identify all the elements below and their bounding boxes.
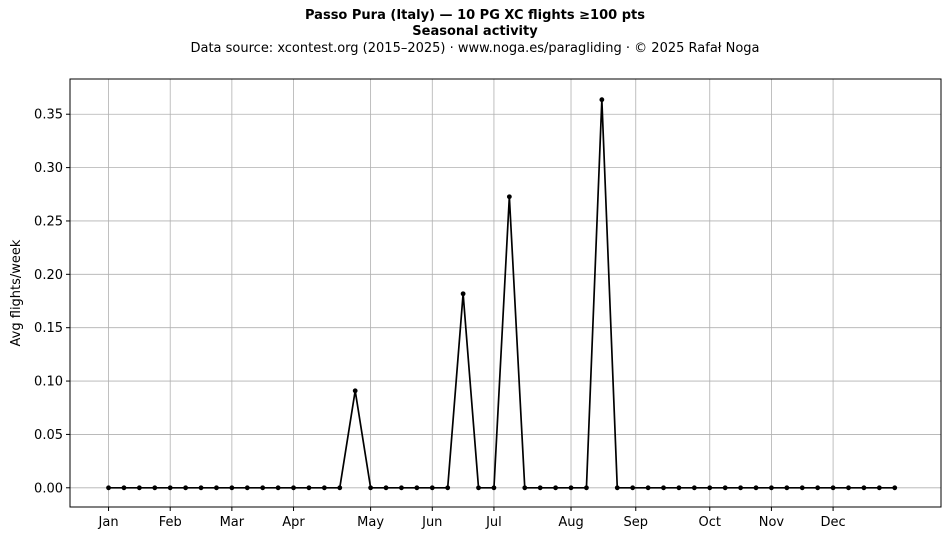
data-point xyxy=(321,485,327,491)
data-point xyxy=(846,485,851,491)
data-point xyxy=(136,485,142,491)
y-tick-label: 0.10 xyxy=(34,375,63,390)
data-point xyxy=(584,485,589,491)
data-point xyxy=(830,485,836,491)
data-point xyxy=(368,485,374,491)
data-point xyxy=(506,194,512,200)
x-tick-label: Nov xyxy=(759,515,785,530)
data-point xyxy=(152,485,158,491)
data-point xyxy=(198,485,204,491)
data-point xyxy=(769,485,774,491)
x-tick-label: Apr xyxy=(282,515,305,530)
data-point xyxy=(275,485,281,491)
series-line xyxy=(108,98,895,489)
x-tick-label: Mar xyxy=(220,515,245,530)
y-tick-label: 0.05 xyxy=(34,428,63,443)
y-axis-label: Avg flights/week xyxy=(9,239,24,346)
x-tick-label: Jul xyxy=(485,515,502,530)
x-tick-label: Aug xyxy=(558,515,583,530)
data-point xyxy=(892,485,898,491)
x-tick-label: Dec xyxy=(821,515,846,530)
data-point xyxy=(661,485,666,491)
data-point xyxy=(352,388,358,394)
data-point xyxy=(537,485,543,491)
plot-area-frame xyxy=(69,78,942,508)
series-layer xyxy=(106,97,898,491)
data-point xyxy=(414,485,420,491)
data-point xyxy=(460,291,466,297)
data-point xyxy=(106,485,111,491)
data-point xyxy=(630,485,636,491)
y-tick-label: 0.20 xyxy=(34,268,63,283)
grid-lines xyxy=(70,79,941,507)
data-point xyxy=(738,485,743,491)
y-tick-label: 0.25 xyxy=(34,214,63,229)
data-point xyxy=(183,485,189,491)
data-point xyxy=(568,485,574,491)
chart-subtitle: Seasonal activity xyxy=(412,24,538,39)
y-tick-label: 0.35 xyxy=(34,108,63,123)
data-point xyxy=(214,485,219,491)
data-point xyxy=(244,485,250,491)
data-point xyxy=(799,485,805,491)
chart-title: Passo Pura (Italy) — 10 PG XC flights ≥1… xyxy=(305,8,645,23)
x-tick-label: Feb xyxy=(159,515,182,530)
data-point xyxy=(815,485,821,491)
x-tick-label: Jun xyxy=(421,515,442,530)
data-point xyxy=(784,485,790,491)
x-tick-label: Jan xyxy=(98,515,119,530)
data-point xyxy=(229,485,235,491)
x-tick-label: Oct xyxy=(699,515,721,530)
y-tick-label: 0.30 xyxy=(34,161,63,176)
x-tick-label: May xyxy=(357,515,384,530)
data-point xyxy=(707,485,713,491)
data-point xyxy=(476,485,481,491)
data-point xyxy=(383,485,389,491)
axis-ticks: 0.00 0.05 0.10 0.15 0.20 0.25 0.30 0.35 Jan Feb Ma… xyxy=(34,108,846,530)
y-tick-label: 0.00 xyxy=(34,481,63,496)
data-point xyxy=(753,485,759,491)
data-point xyxy=(491,485,497,491)
y-tick-label: 0.15 xyxy=(34,321,63,336)
data-point xyxy=(445,485,451,491)
data-point xyxy=(691,485,697,491)
chart-title-block: Passo Pura (Italy) — 10 PG XC flights ≥1… xyxy=(0,8,950,58)
data-point xyxy=(722,485,728,491)
data-point xyxy=(522,485,528,491)
data-point xyxy=(599,97,605,103)
data-point xyxy=(167,485,173,491)
data-point xyxy=(260,485,266,491)
data-point xyxy=(337,485,343,491)
data-point xyxy=(645,485,651,491)
data-point xyxy=(861,485,867,491)
data-point xyxy=(429,485,435,491)
data-point xyxy=(614,485,620,491)
x-tick-label: Sep xyxy=(624,515,649,530)
data-point xyxy=(399,485,404,491)
data-point xyxy=(306,485,312,491)
data-point xyxy=(291,485,296,491)
data-point xyxy=(876,485,882,491)
data-source-note: Data source: xcontest.org (2015–2025) · … xyxy=(190,41,760,56)
data-point xyxy=(553,485,559,491)
data-point xyxy=(121,485,127,491)
data-point xyxy=(676,485,682,491)
